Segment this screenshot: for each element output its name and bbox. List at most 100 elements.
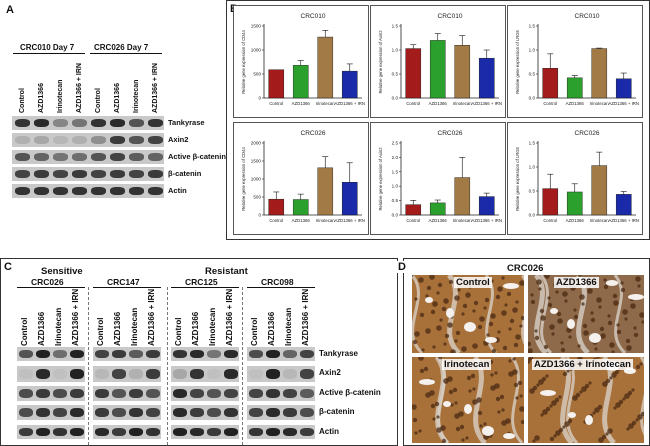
nucleus — [560, 341, 564, 345]
x-tick-label: Control — [543, 101, 557, 106]
nucleus — [635, 418, 639, 422]
nucleus — [508, 359, 512, 363]
panel-a-western-blot: A CRC010 Day 7 CRC026 Day 7 Control AZD13… — [0, 0, 226, 240]
y-axis-label: Relative gene expression of LRG5 — [515, 29, 520, 93]
blot-band — [15, 187, 30, 195]
bar — [268, 198, 285, 216]
y-axis-label: Relative gene expression of CD44 — [241, 30, 246, 94]
nucleus — [626, 345, 632, 351]
nucleus — [461, 346, 467, 352]
nucleus — [519, 406, 524, 412]
nucleus — [454, 295, 460, 301]
y-tick-label: 500 — [253, 195, 261, 200]
nucleus — [530, 299, 536, 305]
nucleus — [477, 324, 483, 330]
nucleus — [577, 275, 583, 278]
blot-strip — [17, 425, 85, 439]
protein-label: Tankyrase — [319, 349, 358, 358]
ihc-image-label: Control — [454, 277, 492, 288]
y-tick-label: 2000 — [251, 141, 262, 146]
bar — [405, 48, 422, 99]
protein-label: Active β-catenin — [319, 388, 381, 397]
nucleus — [501, 310, 507, 316]
blot-strip — [93, 425, 161, 439]
bar — [591, 165, 608, 216]
nucleus — [627, 390, 633, 396]
nucleus — [501, 276, 505, 280]
blot-band — [15, 170, 30, 178]
nucleus — [473, 300, 479, 306]
blot-band — [190, 389, 204, 398]
nucleus — [436, 415, 440, 419]
y-tick-label: 1.0 — [529, 48, 536, 53]
blot-band — [53, 170, 68, 178]
nucleus — [630, 303, 636, 309]
x-tick-label: AZD1366 + IRN — [335, 218, 365, 223]
blot-band — [34, 153, 49, 161]
nucleus — [549, 436, 555, 442]
nucleus — [479, 316, 485, 322]
nucleus — [512, 357, 516, 361]
nucleus — [579, 390, 583, 394]
ihc-image: Irinotecan — [412, 357, 524, 443]
blot-band — [53, 389, 67, 398]
blot-band — [110, 170, 125, 178]
nucleus — [633, 326, 637, 330]
nucleus — [519, 394, 523, 398]
nucleus — [432, 345, 436, 349]
blot-strip — [12, 167, 164, 181]
nucleus — [532, 385, 538, 391]
lane-label: AZD1366 + IRN — [301, 288, 310, 346]
blot-band — [190, 350, 204, 358]
blot-band — [112, 428, 126, 436]
nucleus — [497, 286, 503, 292]
nucleus — [540, 413, 544, 417]
y-tick-label: 0.5 — [529, 189, 536, 194]
lane-label: AZD1366 — [38, 83, 45, 113]
blot-band — [266, 389, 280, 398]
nucleus — [581, 386, 587, 392]
blot-band — [112, 408, 126, 417]
nucleus — [441, 306, 447, 312]
blot-strip — [17, 405, 85, 420]
nucleus — [549, 324, 555, 330]
ihc-image-label: AZD1366 — [554, 277, 599, 288]
nucleus — [483, 306, 487, 310]
nucleus — [512, 369, 518, 375]
group-separator — [88, 287, 89, 445]
nucleus — [513, 382, 519, 388]
nucleus — [555, 430, 561, 436]
bar — [429, 202, 446, 216]
nucleus — [633, 332, 639, 338]
nucleus — [491, 348, 497, 353]
x-tick-label: AZD1366 — [566, 218, 585, 223]
nucleus — [448, 279, 454, 285]
sample-underline — [13, 53, 85, 54]
sample-underline — [90, 53, 162, 54]
panel-letter: C — [4, 261, 12, 273]
blot-strip — [93, 366, 161, 382]
blot-strip — [247, 425, 315, 439]
blot-band — [95, 408, 109, 417]
y-axis-label: Relative gene expression of CD44 — [241, 147, 246, 211]
lane-label: AZD1366 — [113, 311, 122, 346]
nucleus — [611, 350, 615, 353]
blot-band — [249, 389, 263, 398]
nucleus — [540, 315, 546, 321]
nucleus — [624, 317, 628, 321]
lane-label: Irinotecan — [133, 79, 140, 113]
blot-band — [300, 408, 314, 417]
lane-label: AZD1366 + IRN — [225, 288, 234, 346]
nucleus — [429, 390, 435, 396]
blot-strip — [12, 150, 164, 164]
nucleus — [426, 285, 432, 291]
nucleus — [614, 369, 620, 375]
nucleus — [592, 411, 596, 415]
tissue-background — [412, 357, 524, 443]
nucleus — [418, 429, 422, 433]
bar-chart: CRC010 Relative gene expression of Axin2 0… — [370, 5, 506, 118]
blot-band — [266, 408, 280, 417]
nucleus — [583, 330, 589, 336]
panel-letter: D — [396, 261, 408, 273]
lumen — [550, 308, 558, 314]
